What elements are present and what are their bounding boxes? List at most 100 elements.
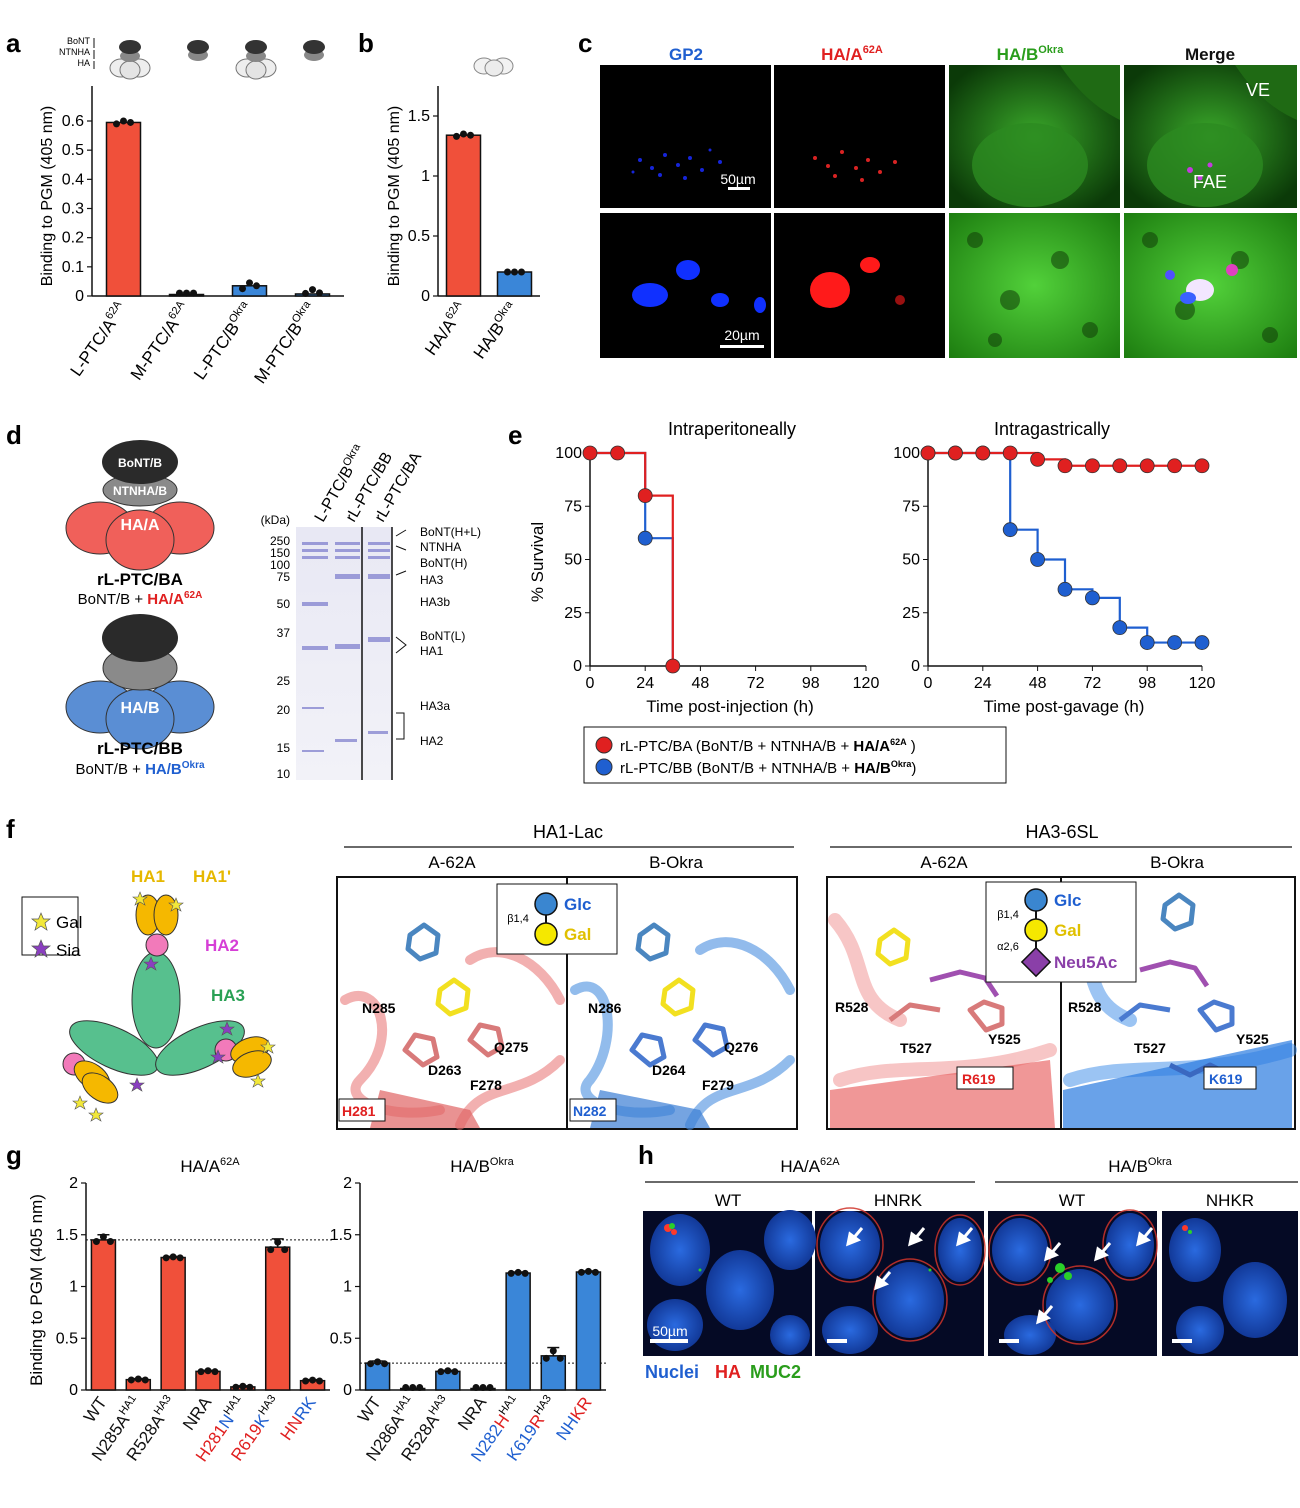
svg-text:HA1: HA1 [420,644,444,658]
survival-line [590,451,674,666]
x-label-sup: Okra [290,298,314,325]
x-tick-label: M-PTC/BOkra [250,298,321,387]
svg-text:β1,4: β1,4 [997,909,1019,921]
svg-text:α2,6: α2,6 [997,941,1019,953]
survival-point [1057,581,1073,597]
panel-g-ylabel: Binding to PGM (405 nm) [27,1194,46,1386]
survival-point [1085,458,1100,474]
data-point [577,1268,585,1276]
x-tick-label: 48 [692,675,710,692]
data-point [309,286,316,294]
y-tick-label: 0 [69,1382,78,1399]
x-tick-label: 48 [1029,675,1047,692]
data-point [281,1246,289,1254]
y-tick-label: 0.1 [62,259,84,276]
x-label-sup: HA1 [497,1393,519,1417]
x-tick-label: 24 [974,675,992,692]
panel-g-left-title: HA/A62A [180,1156,240,1176]
panel-letter-a: a [6,28,21,58]
survival-point [1167,458,1182,474]
survival-point [1002,522,1018,538]
panel-d-bands: BoNT(H+L) NTNHA BoNT(H) HA3 HA3b BoNT(L)… [420,525,481,748]
svg-text:HA/BOkra: HA/BOkra [997,44,1065,64]
svg-text:(kDa): (kDa) [261,513,290,527]
survival-point [1139,458,1155,474]
bar [496,271,533,297]
svg-text:D264: D264 [652,1062,686,1078]
x-tick-label: 120 [853,675,880,692]
y-tick-label: 0 [573,658,582,675]
y-tick-label: 0.5 [56,1330,78,1347]
x-tick-label: 72 [747,675,765,692]
bar [231,285,268,297]
panel-d-gel [296,527,407,780]
inset-1-labels: β1,4 Glc Gal [507,895,591,944]
panel-e-title-left: Intraperitoneally [668,419,796,439]
svg-text:HA3a: HA3a [420,699,450,713]
panel-h-group2: HA/BOkra [1108,1156,1172,1176]
rl-ptc-ba-label: rL-PTC/BA [97,570,183,589]
panel-letter-e: e [508,420,522,450]
svg-text:HA3: HA3 [420,573,444,587]
y-tick-label: 0 [343,1382,352,1399]
panel-c-images [600,65,1297,358]
svg-text:D263: D263 [428,1062,462,1078]
svg-text:15: 15 [277,741,291,755]
panel-e-xlabel-left: Time post-injection (h) [646,697,814,716]
data-point [479,1383,487,1391]
data-point [556,1354,564,1362]
rl-ptc-ba-sub: BoNT/B + HA/A62A [78,590,203,608]
svg-text:Nuclei: Nuclei [645,1362,699,1382]
survival-line [928,451,1202,644]
data-point [99,1233,107,1241]
svg-text:75: 75 [277,570,291,584]
svg-text:HA3b: HA3b [420,595,450,609]
x-tick-label: WT [80,1393,111,1426]
data-point [239,285,246,293]
data-point [402,1383,410,1391]
y-tick-label: 100 [893,445,920,462]
x-tick-label: 98 [802,675,820,692]
x-tick-label: HNRK [277,1393,321,1444]
bar [445,134,482,297]
y-tick-label: 50 [902,552,920,569]
bar [294,293,331,297]
panel-c-label-ve: VE [1246,80,1270,100]
data-point [113,120,120,128]
bar [505,1272,531,1391]
svg-text:20: 20 [277,703,291,717]
survival-line [590,451,674,666]
y-tick-label: 75 [564,498,582,515]
x-label-sup: HA3 [152,1393,174,1417]
svg-text:T527: T527 [1134,1040,1166,1056]
svg-text:T527: T527 [900,1040,932,1056]
data-point [197,1368,205,1376]
panel-c-label-fae: FAE [1193,172,1227,192]
y-tick-label: 0.5 [408,228,430,245]
cartoon-bont-label-1: BoNT/B [118,456,162,470]
data-point [183,289,190,297]
panel-letter-d: d [6,420,22,450]
svg-text:Q275: Q275 [494,1039,528,1055]
bar [264,1246,291,1391]
y-tick-label: 1.5 [408,108,430,125]
svg-text:37: 37 [277,626,291,640]
y-tick-label: 75 [902,498,920,515]
svg-text:10: 10 [277,767,291,781]
survival-point [1002,445,1018,461]
data-point [211,1368,219,1376]
data-point [176,1254,184,1262]
survival-point [1167,635,1182,650]
y-tick-label: 25 [902,605,920,622]
svg-text:Glc: Glc [564,895,591,914]
structure-panels [336,876,1297,1130]
data-point [367,1360,375,1368]
data-point [316,1377,324,1385]
data-point [542,1354,550,1362]
residue-labels: N285 Q275 D263 F278 H281 N286 Q276 D264 … [342,999,1269,1119]
rl-ptc-bb-sub: BoNT/B + HA/BOkra [75,760,205,778]
sub-a62a-1: A-62A [428,853,476,872]
svg-text:K619: K619 [1209,1071,1243,1087]
svg-text:HA/A62A: HA/A62A [821,44,883,64]
panel-letter-g: g [6,1140,22,1170]
